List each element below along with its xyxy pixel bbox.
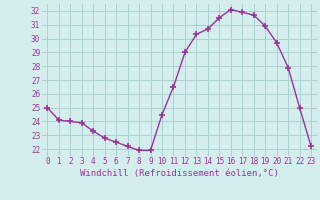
- X-axis label: Windchill (Refroidissement éolien,°C): Windchill (Refroidissement éolien,°C): [80, 169, 279, 178]
